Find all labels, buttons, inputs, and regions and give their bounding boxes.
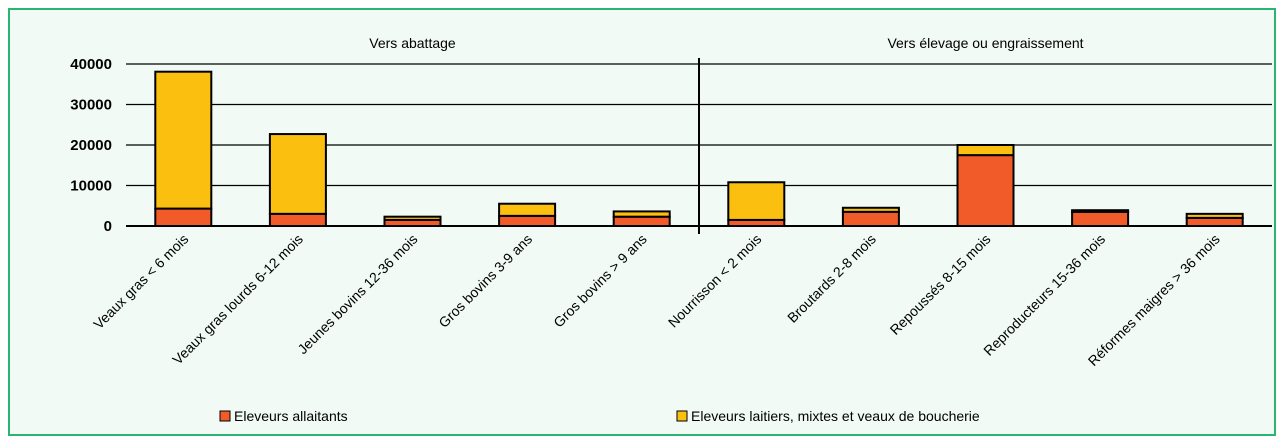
bar-allaitants <box>843 212 899 226</box>
x-category-label: Nourrisson < 2 mois <box>665 231 765 331</box>
x-category-label: Repoussés 8-15 mois <box>887 231 994 338</box>
bar-laitiers <box>958 145 1014 155</box>
bar-allaitants <box>270 214 326 226</box>
bar-laitiers <box>155 72 211 209</box>
y-tick-label: 10000 <box>70 178 112 195</box>
y-tick-label: 30000 <box>70 97 112 114</box>
y-tick-label: 40000 <box>70 56 112 73</box>
x-category-label: Réformes maigres > 36 mois <box>1085 231 1223 369</box>
y-tick-label: 20000 <box>70 137 112 154</box>
bar-allaitants <box>499 216 555 226</box>
bar-laitiers <box>843 208 899 212</box>
bar-laitiers <box>499 204 555 216</box>
x-category-label: Veaux gras < 6 mois <box>90 231 191 332</box>
bar-laitiers <box>1187 214 1243 218</box>
stacked-bar-chart: 0 10000 20000 30000 40000 Vers abattage Vers é… <box>10 10 1278 438</box>
bar-allaitants <box>1187 218 1243 226</box>
section-header-right: Vers élevage ou engraissement <box>887 35 1083 51</box>
legend-label-allaitants: Eleveurs allaitants <box>234 408 348 424</box>
legend-swatch-laitiers <box>677 411 687 421</box>
chart-frame: 0 10000 20000 30000 40000 Vers abattage Vers é… <box>8 8 1276 436</box>
bar-laitiers <box>728 182 784 220</box>
x-category-label: Veaux gras lourds 6-12 mois <box>169 231 306 368</box>
bar-laitiers <box>614 211 670 216</box>
bar-laitiers <box>270 134 326 214</box>
x-category-label: Gros bovins > 9 ans <box>550 231 650 331</box>
bar-laitiers <box>1072 210 1128 212</box>
bar-laitiers <box>385 217 441 220</box>
bar-allaitants <box>1072 212 1128 226</box>
bar-allaitants <box>958 155 1014 226</box>
x-category-label: Broutards 2-8 mois <box>784 231 879 326</box>
bar-allaitants <box>614 217 670 226</box>
legend-swatch-allaitants <box>220 411 230 421</box>
section-header-left: Vers abattage <box>369 35 456 51</box>
x-category-label: Jeunes bovins 12-36 mois <box>294 231 420 357</box>
bar-allaitants <box>155 209 211 226</box>
x-category-label: Gros bovins 3-9 ans <box>435 231 535 331</box>
y-tick-label: 0 <box>104 218 112 235</box>
legend-label-laitiers: Eleveurs laitiers, mixtes et veaux de bo… <box>691 408 980 424</box>
x-category-label: Reproducteurs 15-36 mois <box>980 231 1108 359</box>
